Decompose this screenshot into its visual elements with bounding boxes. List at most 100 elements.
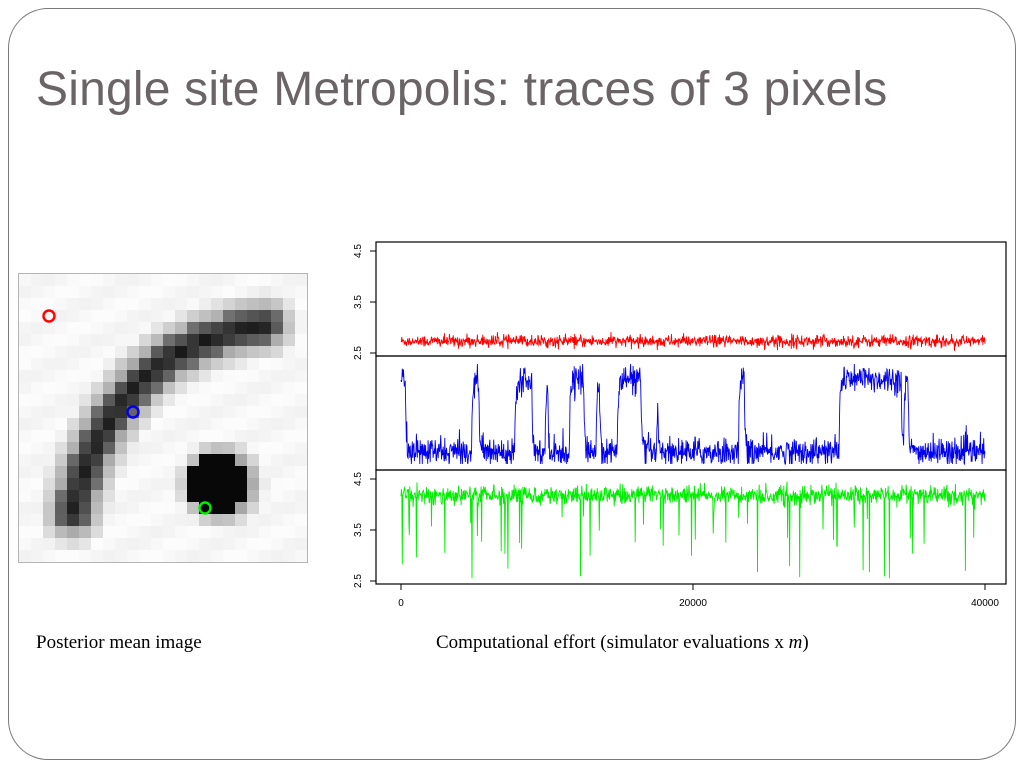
image-pixel xyxy=(283,502,296,515)
image-pixel xyxy=(31,418,44,431)
image-pixel xyxy=(163,502,176,515)
image-pixel xyxy=(283,442,296,455)
image-pixel xyxy=(67,310,80,323)
image-pixel xyxy=(151,454,164,467)
image-pixel xyxy=(283,526,296,539)
image-pixel xyxy=(295,298,308,311)
image-pixel xyxy=(127,526,140,539)
image-pixel xyxy=(211,274,224,287)
image-pixel xyxy=(211,370,224,383)
image-pixel xyxy=(55,454,68,467)
image-pixel xyxy=(79,478,92,491)
image-pixel xyxy=(103,418,116,431)
image-pixel xyxy=(67,382,80,395)
image-pixel xyxy=(19,442,32,455)
image-pixel xyxy=(283,298,296,311)
image-pixel xyxy=(91,298,104,311)
image-pixel xyxy=(67,442,80,455)
image-pixel xyxy=(283,346,296,359)
image-pixel xyxy=(271,430,284,443)
image-pixel xyxy=(271,454,284,467)
image-pixel xyxy=(259,406,272,419)
image-pixel xyxy=(115,346,128,359)
image-pixel xyxy=(283,430,296,443)
image-pixel xyxy=(271,382,284,395)
image-pixel xyxy=(271,298,284,311)
image-pixel xyxy=(139,550,152,563)
y-tick-label: 4.5 xyxy=(353,472,364,486)
blue-pixel-marker xyxy=(126,405,140,419)
image-pixel xyxy=(103,310,116,323)
image-pixel xyxy=(31,490,44,503)
caption-computational-effort: Computational effort (simulator evaluati… xyxy=(436,632,809,654)
image-pixel xyxy=(163,430,176,443)
image-pixel xyxy=(199,418,212,431)
image-pixel xyxy=(43,394,56,407)
image-pixel xyxy=(103,502,116,515)
image-pixel xyxy=(283,370,296,383)
image-pixel xyxy=(31,382,44,395)
image-pixel xyxy=(211,394,224,407)
trace-plot: 2.5 3.5 4.5 2.5 3.5 4.5 0 20000 40000 xyxy=(340,236,1020,614)
image-pixel xyxy=(79,466,92,479)
image-pixel xyxy=(151,322,164,335)
image-pixel xyxy=(187,298,200,311)
image-pixel xyxy=(211,298,224,311)
image-pixel xyxy=(115,274,128,287)
image-pixel xyxy=(187,406,200,419)
posterior-mean-heatmap xyxy=(19,274,308,563)
image-pixel xyxy=(79,454,92,467)
image-pixel xyxy=(295,394,308,407)
image-pixel xyxy=(31,334,44,347)
image-pixel xyxy=(91,478,104,491)
image-pixel xyxy=(247,430,260,443)
image-pixel xyxy=(31,358,44,371)
image-pixel xyxy=(187,538,200,551)
image-pixel xyxy=(139,442,152,455)
image-pixel xyxy=(175,358,188,371)
image-pixel xyxy=(283,514,296,527)
image-pixel xyxy=(259,526,272,539)
image-pixel xyxy=(79,322,92,335)
image-pixel xyxy=(187,274,200,287)
image-pixel xyxy=(235,430,248,443)
image-pixel xyxy=(295,538,308,551)
image-pixel xyxy=(271,286,284,299)
image-pixel xyxy=(199,334,212,347)
image-pixel xyxy=(247,490,260,503)
image-pixel xyxy=(139,430,152,443)
image-pixel xyxy=(199,358,212,371)
image-pixel xyxy=(295,406,308,419)
y-axis-top: 2.5 3.5 4.5 xyxy=(353,244,376,360)
image-pixel xyxy=(199,274,212,287)
image-pixel xyxy=(295,526,308,539)
image-pixel xyxy=(247,550,260,563)
image-pixel xyxy=(175,550,188,563)
image-pixel xyxy=(91,274,104,287)
image-pixel xyxy=(79,430,92,443)
image-pixel xyxy=(295,310,308,323)
image-pixel xyxy=(127,286,140,299)
image-pixel xyxy=(211,430,224,443)
caption-close: ) xyxy=(802,632,809,653)
image-pixel xyxy=(139,358,152,371)
image-pixel xyxy=(223,370,236,383)
image-pixel xyxy=(139,490,152,503)
image-pixel xyxy=(271,406,284,419)
image-pixel xyxy=(295,346,308,359)
image-pixel xyxy=(115,454,128,467)
image-pixel xyxy=(199,298,212,311)
image-pixel xyxy=(91,346,104,359)
image-pixel xyxy=(187,382,200,395)
image-pixel xyxy=(151,490,164,503)
image-pixel xyxy=(31,478,44,491)
image-pixel xyxy=(103,490,116,503)
image-pixel xyxy=(259,466,272,479)
image-pixel xyxy=(115,298,128,311)
image-pixel xyxy=(295,454,308,467)
image-pixel xyxy=(235,310,248,323)
y-tick-label: 2.5 xyxy=(353,574,364,588)
image-pixel xyxy=(223,334,236,347)
image-pixel xyxy=(151,418,164,431)
image-pixel xyxy=(139,406,152,419)
